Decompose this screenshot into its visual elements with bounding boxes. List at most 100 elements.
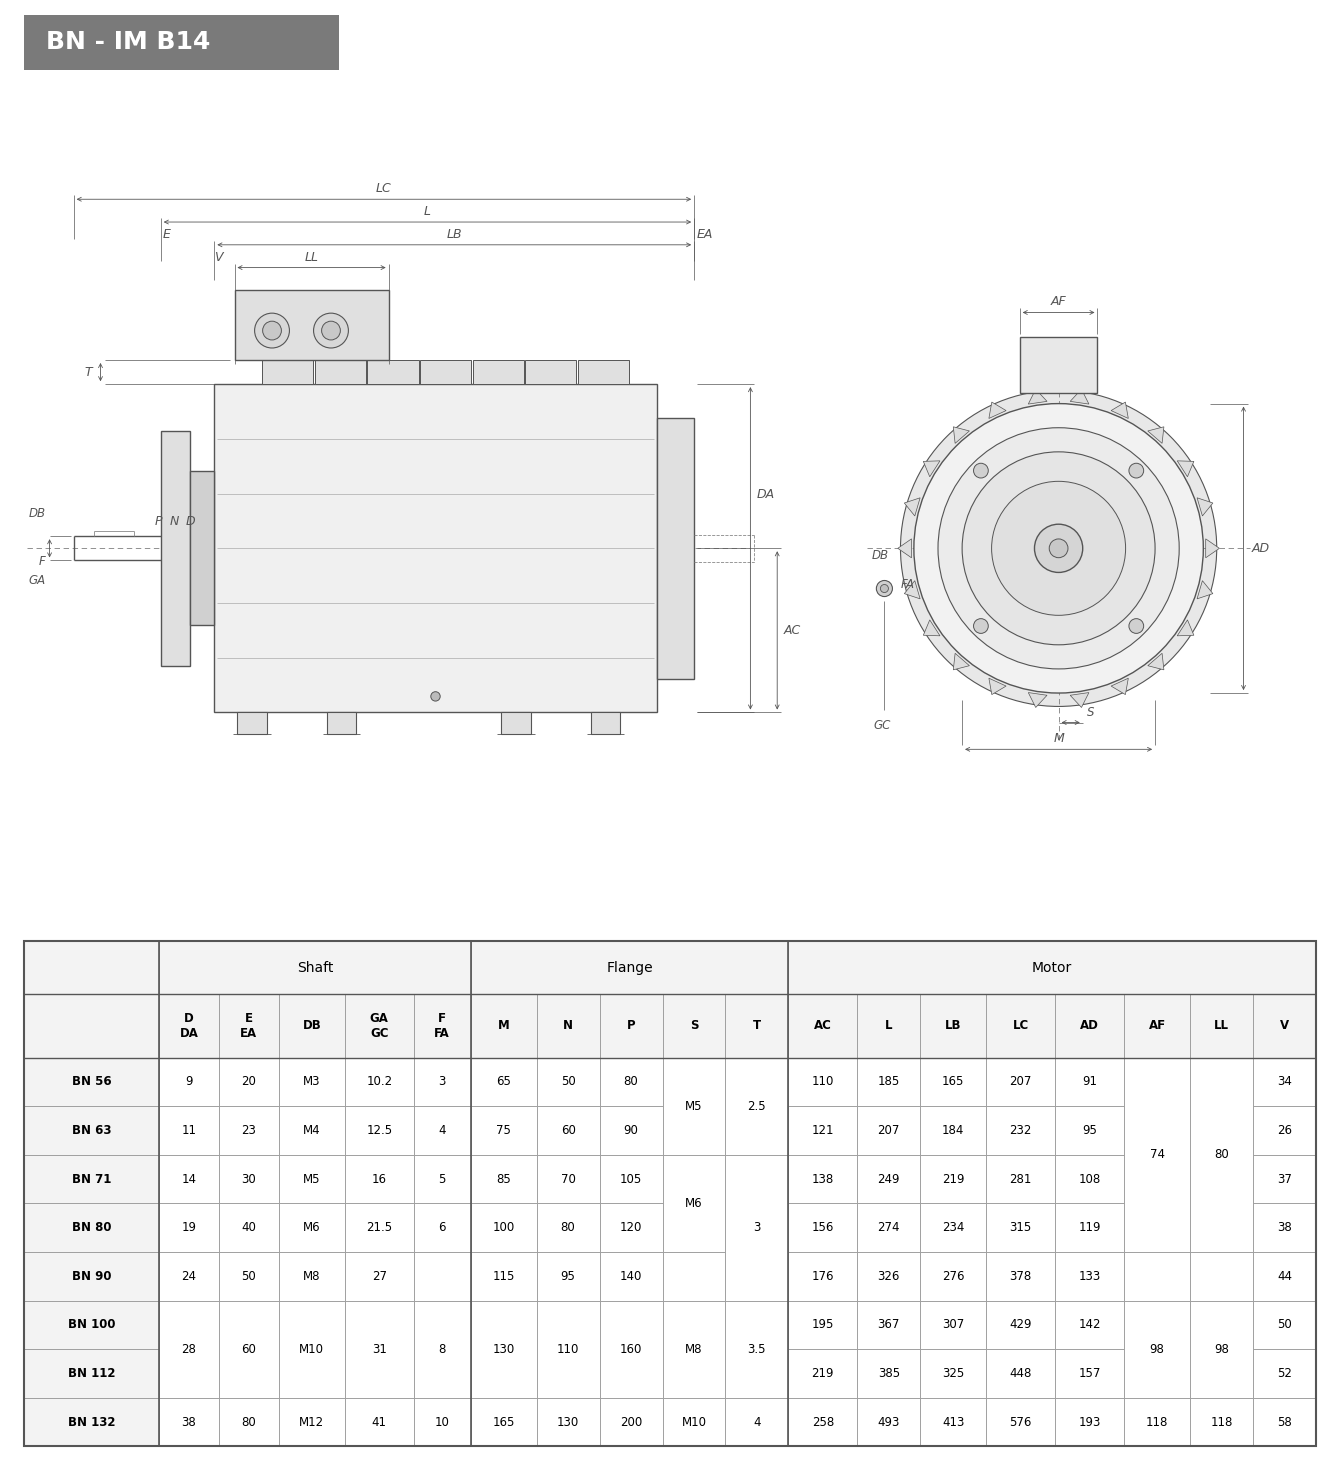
Bar — [414, 1107, 470, 1155]
Bar — [279, 1252, 344, 1300]
Text: 10: 10 — [434, 1416, 450, 1429]
Bar — [263, 360, 314, 384]
Bar — [470, 1300, 536, 1398]
Bar — [279, 1398, 344, 1446]
Bar — [159, 941, 470, 994]
Text: 90: 90 — [623, 1124, 638, 1138]
Bar — [24, 1107, 159, 1155]
Text: 165: 165 — [942, 1076, 965, 1088]
Circle shape — [322, 321, 340, 340]
Text: 325: 325 — [942, 1367, 965, 1381]
Bar — [662, 1252, 725, 1300]
Text: L: L — [884, 1019, 892, 1032]
Bar — [24, 1252, 159, 1300]
Text: 91: 91 — [1083, 1076, 1097, 1088]
Text: 378: 378 — [1009, 1269, 1032, 1282]
Bar — [1190, 1057, 1253, 1252]
Bar — [1055, 1300, 1124, 1350]
Bar — [1055, 1350, 1124, 1398]
Circle shape — [255, 313, 289, 348]
Bar — [159, 1057, 218, 1107]
Bar — [858, 1350, 921, 1398]
Circle shape — [974, 463, 989, 477]
Polygon shape — [1111, 678, 1128, 694]
Bar — [788, 994, 858, 1057]
Text: BN 80: BN 80 — [72, 1221, 111, 1234]
Text: 85: 85 — [496, 1173, 511, 1186]
Bar — [159, 1155, 218, 1203]
Bar — [1190, 1300, 1253, 1398]
Text: 45°: 45° — [1100, 514, 1119, 524]
Circle shape — [880, 584, 888, 593]
Bar — [470, 1252, 536, 1300]
Bar — [24, 1155, 159, 1203]
Bar — [725, 1398, 788, 1446]
Bar — [1055, 1155, 1124, 1203]
Bar — [218, 1203, 279, 1252]
Text: 11: 11 — [181, 1124, 197, 1138]
Bar — [470, 1057, 536, 1107]
Text: AC: AC — [784, 624, 801, 637]
Bar — [1253, 1350, 1316, 1398]
Text: V: V — [1280, 1019, 1289, 1032]
Text: 3: 3 — [438, 1076, 446, 1088]
Text: 70: 70 — [560, 1173, 576, 1186]
Text: 160: 160 — [620, 1342, 642, 1356]
Bar — [921, 1252, 986, 1300]
Text: 195: 195 — [812, 1319, 833, 1331]
Bar — [1253, 1300, 1316, 1350]
Bar — [599, 1057, 662, 1107]
Text: LL: LL — [304, 250, 319, 264]
Circle shape — [938, 427, 1179, 669]
Bar — [344, 1203, 414, 1252]
Text: 232: 232 — [1009, 1124, 1032, 1138]
Text: 120: 120 — [620, 1221, 642, 1234]
Text: Shaft: Shaft — [296, 960, 334, 975]
Bar — [190, 471, 214, 625]
Text: 140: 140 — [620, 1269, 642, 1282]
Bar — [414, 1057, 470, 1107]
Circle shape — [314, 313, 348, 348]
Bar — [536, 994, 599, 1057]
Polygon shape — [1071, 692, 1089, 707]
Polygon shape — [1197, 498, 1213, 515]
Bar — [1253, 994, 1316, 1057]
Bar — [279, 1107, 344, 1155]
Text: 315: 315 — [1009, 1221, 1032, 1234]
Text: 219: 219 — [812, 1367, 833, 1381]
Text: P: P — [154, 515, 162, 529]
Text: 326: 326 — [878, 1269, 900, 1282]
Bar — [218, 1398, 279, 1446]
Text: 118: 118 — [1146, 1416, 1168, 1429]
Bar — [1253, 1155, 1316, 1203]
Text: 576: 576 — [1009, 1416, 1032, 1429]
Text: 138: 138 — [812, 1173, 833, 1186]
Text: 367: 367 — [878, 1319, 900, 1331]
Text: N: N — [170, 515, 178, 529]
Text: P: P — [627, 1019, 635, 1032]
Text: M: M — [1053, 732, 1064, 745]
Bar — [218, 1107, 279, 1155]
Bar — [414, 1300, 470, 1398]
Text: 14: 14 — [181, 1173, 197, 1186]
Bar — [921, 1398, 986, 1446]
Bar — [1055, 1107, 1124, 1155]
Polygon shape — [1197, 581, 1213, 599]
Bar — [315, 360, 366, 384]
Text: FA: FA — [900, 578, 914, 591]
Polygon shape — [1028, 389, 1047, 404]
Bar — [344, 1398, 414, 1446]
Text: BN 71: BN 71 — [72, 1173, 111, 1186]
Bar — [662, 994, 725, 1057]
Bar — [599, 1155, 662, 1203]
Polygon shape — [1028, 692, 1047, 707]
Bar — [1055, 994, 1124, 1057]
Polygon shape — [923, 619, 939, 635]
Text: 100: 100 — [493, 1221, 515, 1234]
Text: 249: 249 — [878, 1173, 900, 1186]
Bar — [725, 994, 788, 1057]
Bar — [788, 1398, 858, 1446]
Text: 80: 80 — [241, 1416, 256, 1429]
Text: M5: M5 — [303, 1173, 320, 1186]
Text: M10: M10 — [682, 1416, 706, 1429]
